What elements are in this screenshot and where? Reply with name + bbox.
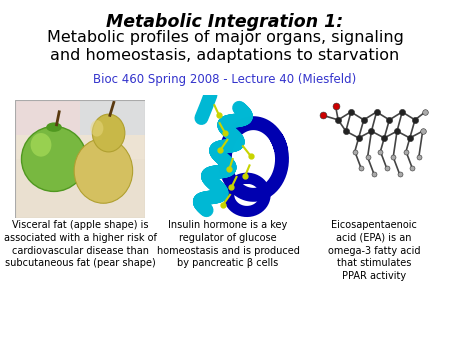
Text: Eicosapentaenoic
acid (EPA) is an
omega-3 fatty acid
that stimulates
PPAR activi: Eicosapentaenoic acid (EPA) is an omega-…	[328, 220, 420, 281]
Ellipse shape	[74, 138, 133, 203]
Ellipse shape	[92, 114, 125, 152]
Ellipse shape	[46, 122, 62, 132]
Ellipse shape	[90, 120, 104, 137]
Text: Metabolic Integration 1:: Metabolic Integration 1:	[106, 13, 344, 31]
Text: Bioc 460 Spring 2008 - Lecture 40 (Miesfeld): Bioc 460 Spring 2008 - Lecture 40 (Miesf…	[94, 73, 356, 86]
Bar	[15, 136, 145, 159]
Text: Visceral fat (apple shape) is
associated with a higher risk of
cardiovascular di: Visceral fat (apple shape) is associated…	[4, 220, 157, 268]
Ellipse shape	[31, 133, 51, 156]
Bar	[15, 100, 80, 136]
Bar	[15, 159, 145, 218]
Text: Insulin hormone is a key
regulator of glucose
homeostasis and is produced
by pan: Insulin hormone is a key regulator of gl…	[157, 220, 299, 268]
Bar	[80, 100, 145, 136]
Text: Metabolic profiles of major organs, signaling
and homeostasis, adaptations to st: Metabolic profiles of major organs, sign…	[46, 30, 404, 63]
Ellipse shape	[22, 126, 86, 191]
